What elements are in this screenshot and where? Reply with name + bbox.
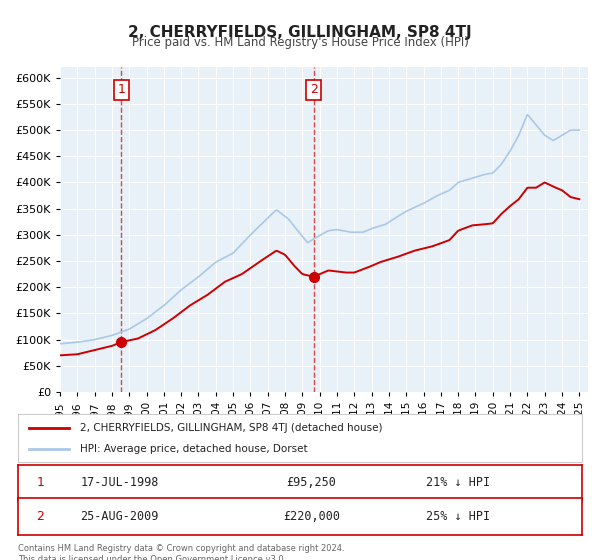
Text: HPI: Average price, detached house, Dorset: HPI: Average price, detached house, Dors…: [80, 444, 308, 454]
Text: £95,250: £95,250: [286, 477, 336, 489]
Text: 21% ↓ HPI: 21% ↓ HPI: [426, 477, 490, 489]
Text: 2, CHERRYFIELDS, GILLINGHAM, SP8 4TJ (detached house): 2, CHERRYFIELDS, GILLINGHAM, SP8 4TJ (de…: [80, 423, 383, 433]
Text: 17-JUL-1998: 17-JUL-1998: [80, 477, 159, 489]
Text: Price paid vs. HM Land Registry's House Price Index (HPI): Price paid vs. HM Land Registry's House …: [131, 36, 469, 49]
Text: 2: 2: [37, 510, 44, 523]
Text: 2, CHERRYFIELDS, GILLINGHAM, SP8 4TJ: 2, CHERRYFIELDS, GILLINGHAM, SP8 4TJ: [128, 25, 472, 40]
Text: 25-AUG-2009: 25-AUG-2009: [80, 510, 159, 523]
Text: 1: 1: [37, 477, 44, 489]
Text: £220,000: £220,000: [283, 510, 340, 523]
Text: 1: 1: [118, 83, 125, 96]
Text: Contains HM Land Registry data © Crown copyright and database right 2024.
This d: Contains HM Land Registry data © Crown c…: [18, 544, 344, 560]
Text: 2: 2: [310, 83, 317, 96]
Text: 25% ↓ HPI: 25% ↓ HPI: [426, 510, 490, 523]
